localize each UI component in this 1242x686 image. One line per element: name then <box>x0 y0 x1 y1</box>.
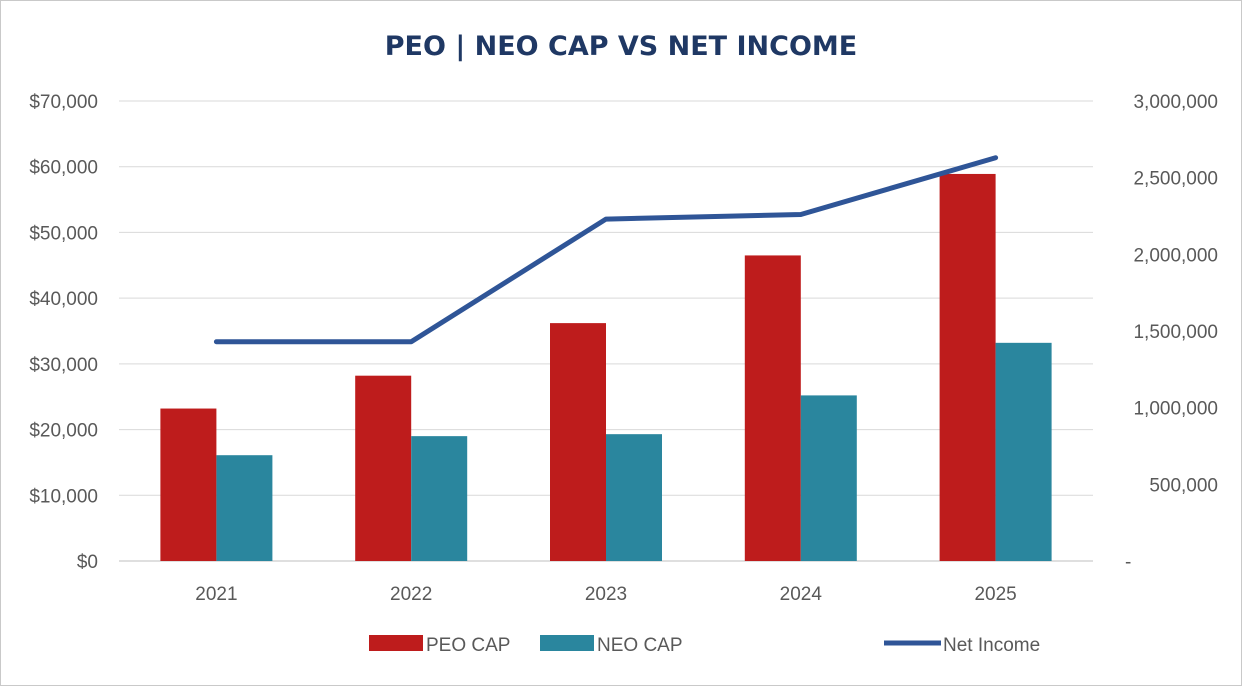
left-tick-label: $60,000 <box>29 158 98 179</box>
neo-cap-bar <box>800 395 857 561</box>
left-tick-label: $70,000 <box>29 92 98 113</box>
neo-cap-bar <box>606 434 662 561</box>
right-tick-label: 1,500,000 <box>1133 322 1218 343</box>
right-tick-label: - <box>1125 552 1131 573</box>
peo-cap-bar <box>160 408 217 561</box>
legend-swatch-peo-cap <box>369 635 423 651</box>
line-series <box>213 155 999 345</box>
legend-swatch-neo-cap <box>540 635 594 651</box>
legend-label-peo-cap: PEO CAP <box>426 635 510 656</box>
right-tick-label: 2,000,000 <box>1133 245 1218 266</box>
x-tick-label: 2021 <box>195 584 237 605</box>
left-tick-label: $50,000 <box>29 223 98 244</box>
peo-cap-bar <box>744 255 801 561</box>
peo-cap-bar <box>355 375 412 561</box>
x-tick-label: 2025 <box>974 584 1016 605</box>
right-tick-label: 500,000 <box>1149 475 1218 496</box>
left-tick-label: $40,000 <box>29 289 98 310</box>
neo-cap-bar <box>995 342 1052 561</box>
legend: PEO CAP NEO CAP Net Income <box>369 635 1040 656</box>
right-tick-label: 1,000,000 <box>1133 399 1218 420</box>
right-tick-label: 3,000,000 <box>1133 92 1218 113</box>
left-tick-label: $10,000 <box>29 486 98 507</box>
x-tick-label: 2024 <box>780 584 823 605</box>
left-axis-ticks: $0 $10,000 $20,000 $30,000 $40,000 $50,000 $60… <box>29 92 98 573</box>
neo-cap-bar <box>216 455 273 561</box>
x-tick-label: 2022 <box>390 584 432 605</box>
right-tick-label: 2,500,000 <box>1133 169 1218 190</box>
peo-cap-bar <box>939 173 996 561</box>
bar-series <box>160 173 1052 561</box>
net-income-line <box>213 155 999 345</box>
chart-title: PEO | NEO CAP VS NET INCOME <box>385 31 857 62</box>
left-tick-label: $30,000 <box>29 355 98 376</box>
peo-cap-bar <box>550 323 606 561</box>
x-tick-label: 2023 <box>585 584 627 605</box>
right-axis-ticks: - 500,000 1,000,000 1,500,000 2,000,000 2,500… <box>1125 92 1218 573</box>
legend-label-neo-cap: NEO CAP <box>597 635 683 656</box>
legend-label-net-income: Net Income <box>943 635 1040 656</box>
neo-cap-bar <box>411 436 468 561</box>
x-axis-ticks: 2021 2022 2023 2024 2025 <box>195 584 1016 605</box>
left-tick-label: $0 <box>77 552 98 573</box>
left-tick-label: $20,000 <box>29 421 98 442</box>
